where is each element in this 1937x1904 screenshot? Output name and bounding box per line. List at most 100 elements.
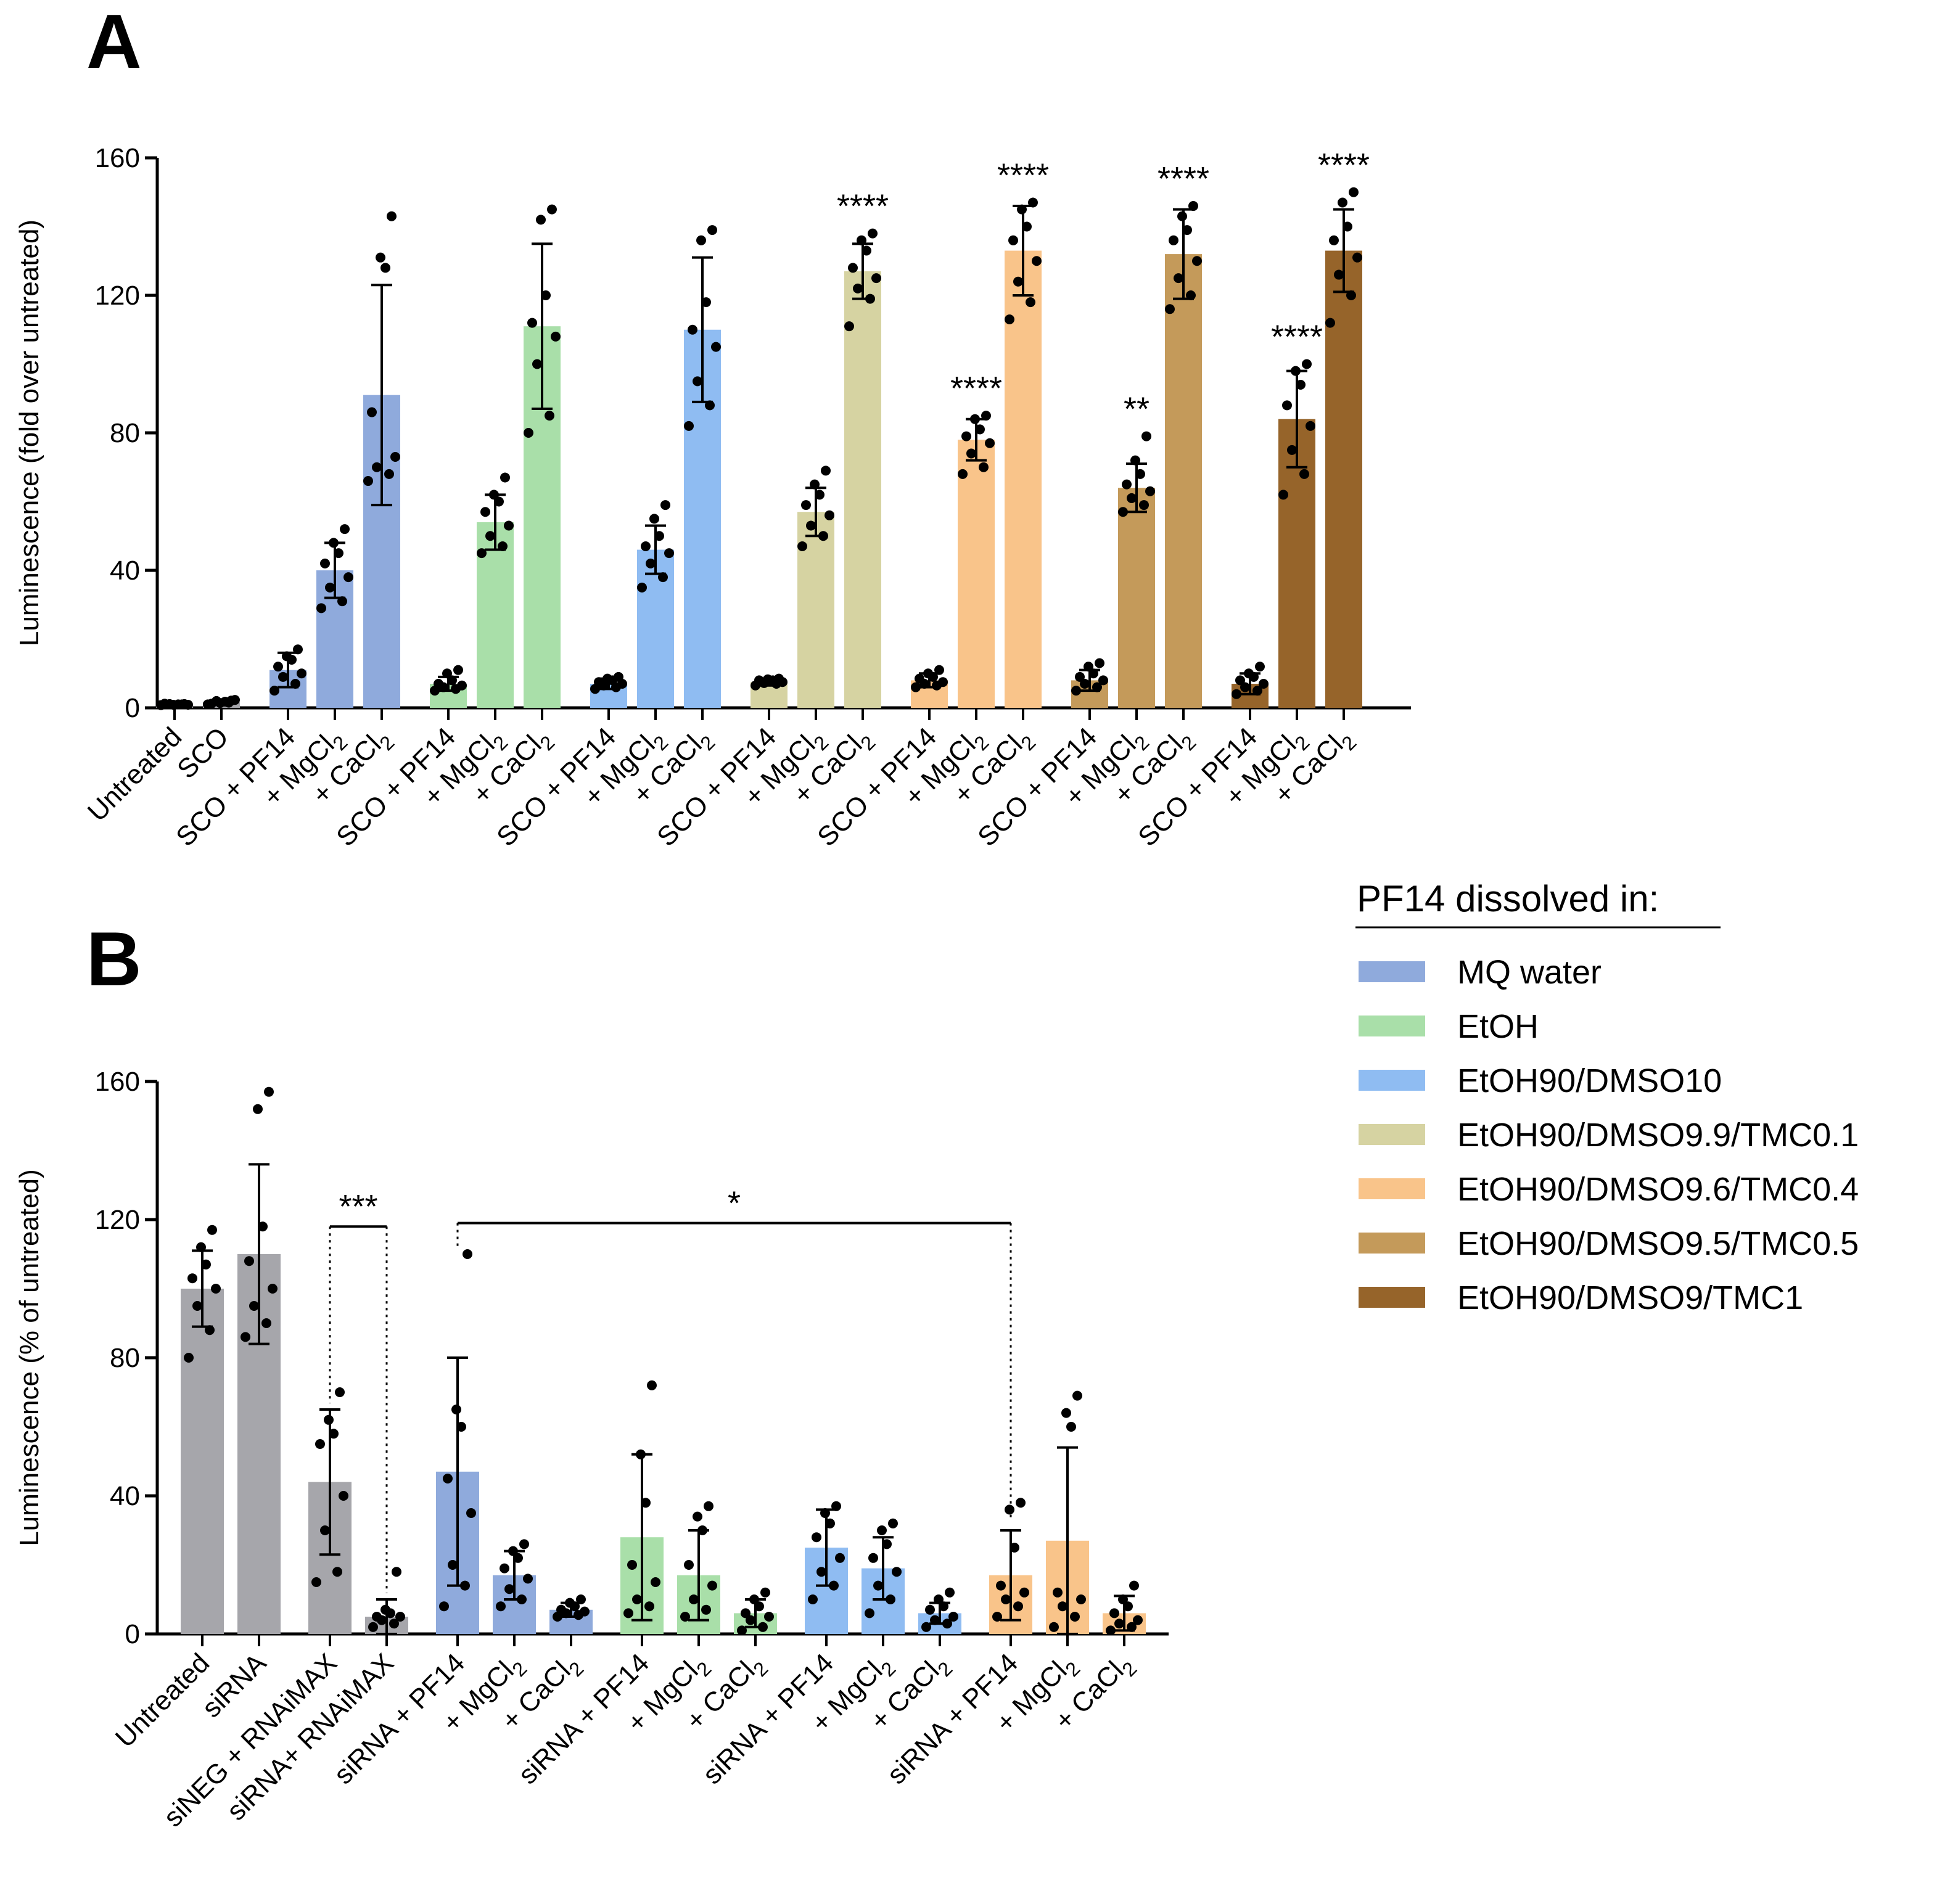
significance-label: ****	[1158, 160, 1209, 197]
data-point	[320, 1525, 330, 1535]
category-label: Untreated	[82, 721, 187, 827]
data-point	[1092, 682, 1102, 692]
data-point	[945, 1587, 955, 1598]
data-point	[496, 1601, 506, 1612]
data-point	[741, 1608, 751, 1619]
data-point	[915, 673, 924, 684]
data-point	[1130, 455, 1140, 466]
data-point	[614, 671, 623, 682]
data-point	[337, 596, 347, 607]
data-point	[1109, 1608, 1119, 1619]
data-point	[696, 235, 706, 245]
data-point	[434, 678, 443, 689]
category-label: SCO	[171, 721, 234, 784]
data-point	[942, 1619, 952, 1629]
data-point	[707, 225, 717, 236]
y-tick-label: 120	[95, 281, 140, 311]
data-point	[701, 297, 711, 308]
data-point	[711, 342, 721, 352]
data-point	[1282, 400, 1292, 411]
legend-title: PF14 dissolved in:	[1357, 878, 1659, 919]
legend-swatch	[1359, 1287, 1425, 1308]
data-point	[938, 677, 948, 687]
legend-label: EtOH	[1457, 1008, 1539, 1045]
data-point	[513, 1553, 523, 1563]
legend-label: EtOH90/DMSO9.9/TMC0.1	[1457, 1117, 1859, 1154]
data-point	[207, 1225, 217, 1235]
legend-swatch	[1359, 1124, 1425, 1145]
y-tick-label: 40	[110, 1481, 140, 1511]
data-point	[207, 699, 216, 709]
y-tick-label: 0	[125, 693, 140, 723]
bar	[844, 271, 881, 708]
data-point	[812, 1532, 821, 1543]
data-point	[269, 686, 279, 696]
data-point	[816, 1567, 826, 1577]
data-point	[651, 1577, 660, 1587]
data-point	[192, 1301, 202, 1311]
data-point	[1075, 671, 1085, 682]
data-point	[975, 424, 985, 435]
data-point	[1306, 421, 1315, 431]
data-point	[684, 1560, 694, 1570]
data-point	[818, 531, 828, 541]
data-point	[1352, 252, 1362, 263]
data-point	[253, 1104, 263, 1114]
data-point	[806, 520, 816, 531]
data-point	[637, 582, 647, 593]
data-point	[363, 476, 373, 486]
data-point	[517, 1594, 527, 1604]
data-point	[825, 1518, 835, 1529]
data-point	[457, 680, 467, 691]
data-point	[1122, 479, 1132, 490]
legend-label: EtOH90/DMSO9.6/TMC0.4	[1457, 1171, 1859, 1208]
data-point	[372, 1612, 382, 1622]
data-point	[644, 1601, 654, 1612]
data-point	[1127, 1622, 1137, 1632]
data-point	[693, 1511, 702, 1522]
data-point	[1346, 290, 1356, 300]
data-point	[179, 699, 189, 709]
data-point	[641, 541, 651, 551]
data-point	[278, 671, 288, 682]
data-point	[1010, 1543, 1019, 1553]
data-point	[911, 682, 921, 692]
bar	[1005, 250, 1042, 708]
data-point	[485, 531, 495, 541]
data-point	[311, 1577, 321, 1587]
data-point	[1232, 689, 1241, 699]
data-point	[1343, 221, 1352, 232]
data-point	[205, 1325, 215, 1336]
significance-label: ****	[950, 370, 1002, 407]
data-point	[1145, 486, 1155, 496]
data-point	[334, 548, 343, 559]
data-point	[1135, 469, 1145, 479]
data-point	[196, 1242, 206, 1252]
significance-label: ****	[997, 157, 1049, 194]
data-point	[689, 1594, 699, 1604]
data-point	[815, 490, 825, 500]
data-point	[297, 668, 306, 679]
data-point	[576, 1594, 586, 1604]
data-point	[865, 1608, 874, 1619]
data-point	[754, 675, 764, 686]
data-point	[376, 252, 385, 263]
data-point	[1070, 1612, 1080, 1622]
data-point	[1325, 318, 1335, 328]
data-point	[372, 462, 382, 472]
data-point	[1072, 1390, 1082, 1401]
data-point	[1278, 490, 1288, 500]
data-point	[981, 411, 991, 421]
data-point	[293, 644, 303, 655]
data-point	[168, 699, 178, 710]
legend-label: MQ water	[1457, 954, 1602, 991]
y-tick-label: 40	[110, 556, 140, 586]
comparison-label: *	[728, 1185, 741, 1222]
data-point	[958, 469, 968, 479]
data-point	[1013, 1601, 1023, 1612]
data-point	[647, 1380, 657, 1390]
data-point	[160, 699, 170, 709]
data-point	[1084, 662, 1093, 672]
category-label: + CaCl2	[1049, 1648, 1141, 1740]
data-point	[368, 1622, 378, 1632]
